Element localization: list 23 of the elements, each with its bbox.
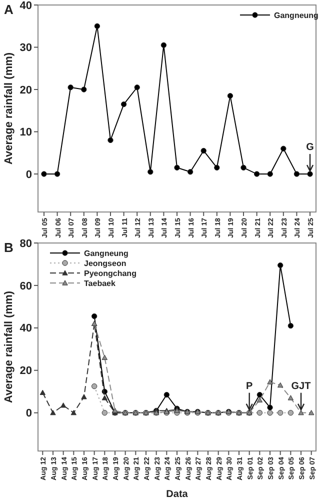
x-axis-title: Data xyxy=(166,489,188,500)
y-tick-label: 40 xyxy=(20,0,32,12)
annotation: GJT xyxy=(291,380,311,392)
y-tick-label: 60 xyxy=(20,280,32,292)
y-axis-title: Average rainfall (mm) xyxy=(3,290,15,404)
y-tick-label: 20 xyxy=(20,84,32,96)
legend-label: Gangneung xyxy=(84,248,129,258)
chart-title: A xyxy=(4,2,14,17)
y-tick-label: 0 xyxy=(26,408,32,420)
chart-title: B xyxy=(4,240,14,255)
y-tick-label: 10 xyxy=(20,126,32,139)
legend-label: Taebaek xyxy=(84,278,116,288)
y-tick-label: 80 xyxy=(20,238,32,250)
annotation: P xyxy=(246,380,254,392)
legend-label: Jeongseon xyxy=(84,258,126,268)
legend-label: Pyeongchang xyxy=(84,268,137,278)
y-axis-title: Average rainfall (mm) xyxy=(3,52,15,165)
y-tick-label: 40 xyxy=(20,322,32,335)
annotation: G xyxy=(306,142,314,153)
y-tick-label: 20 xyxy=(20,365,32,378)
y-tick-label: 0 xyxy=(26,168,32,181)
legend-label: Gangneung xyxy=(274,10,319,20)
y-tick-label: 30 xyxy=(20,42,32,54)
